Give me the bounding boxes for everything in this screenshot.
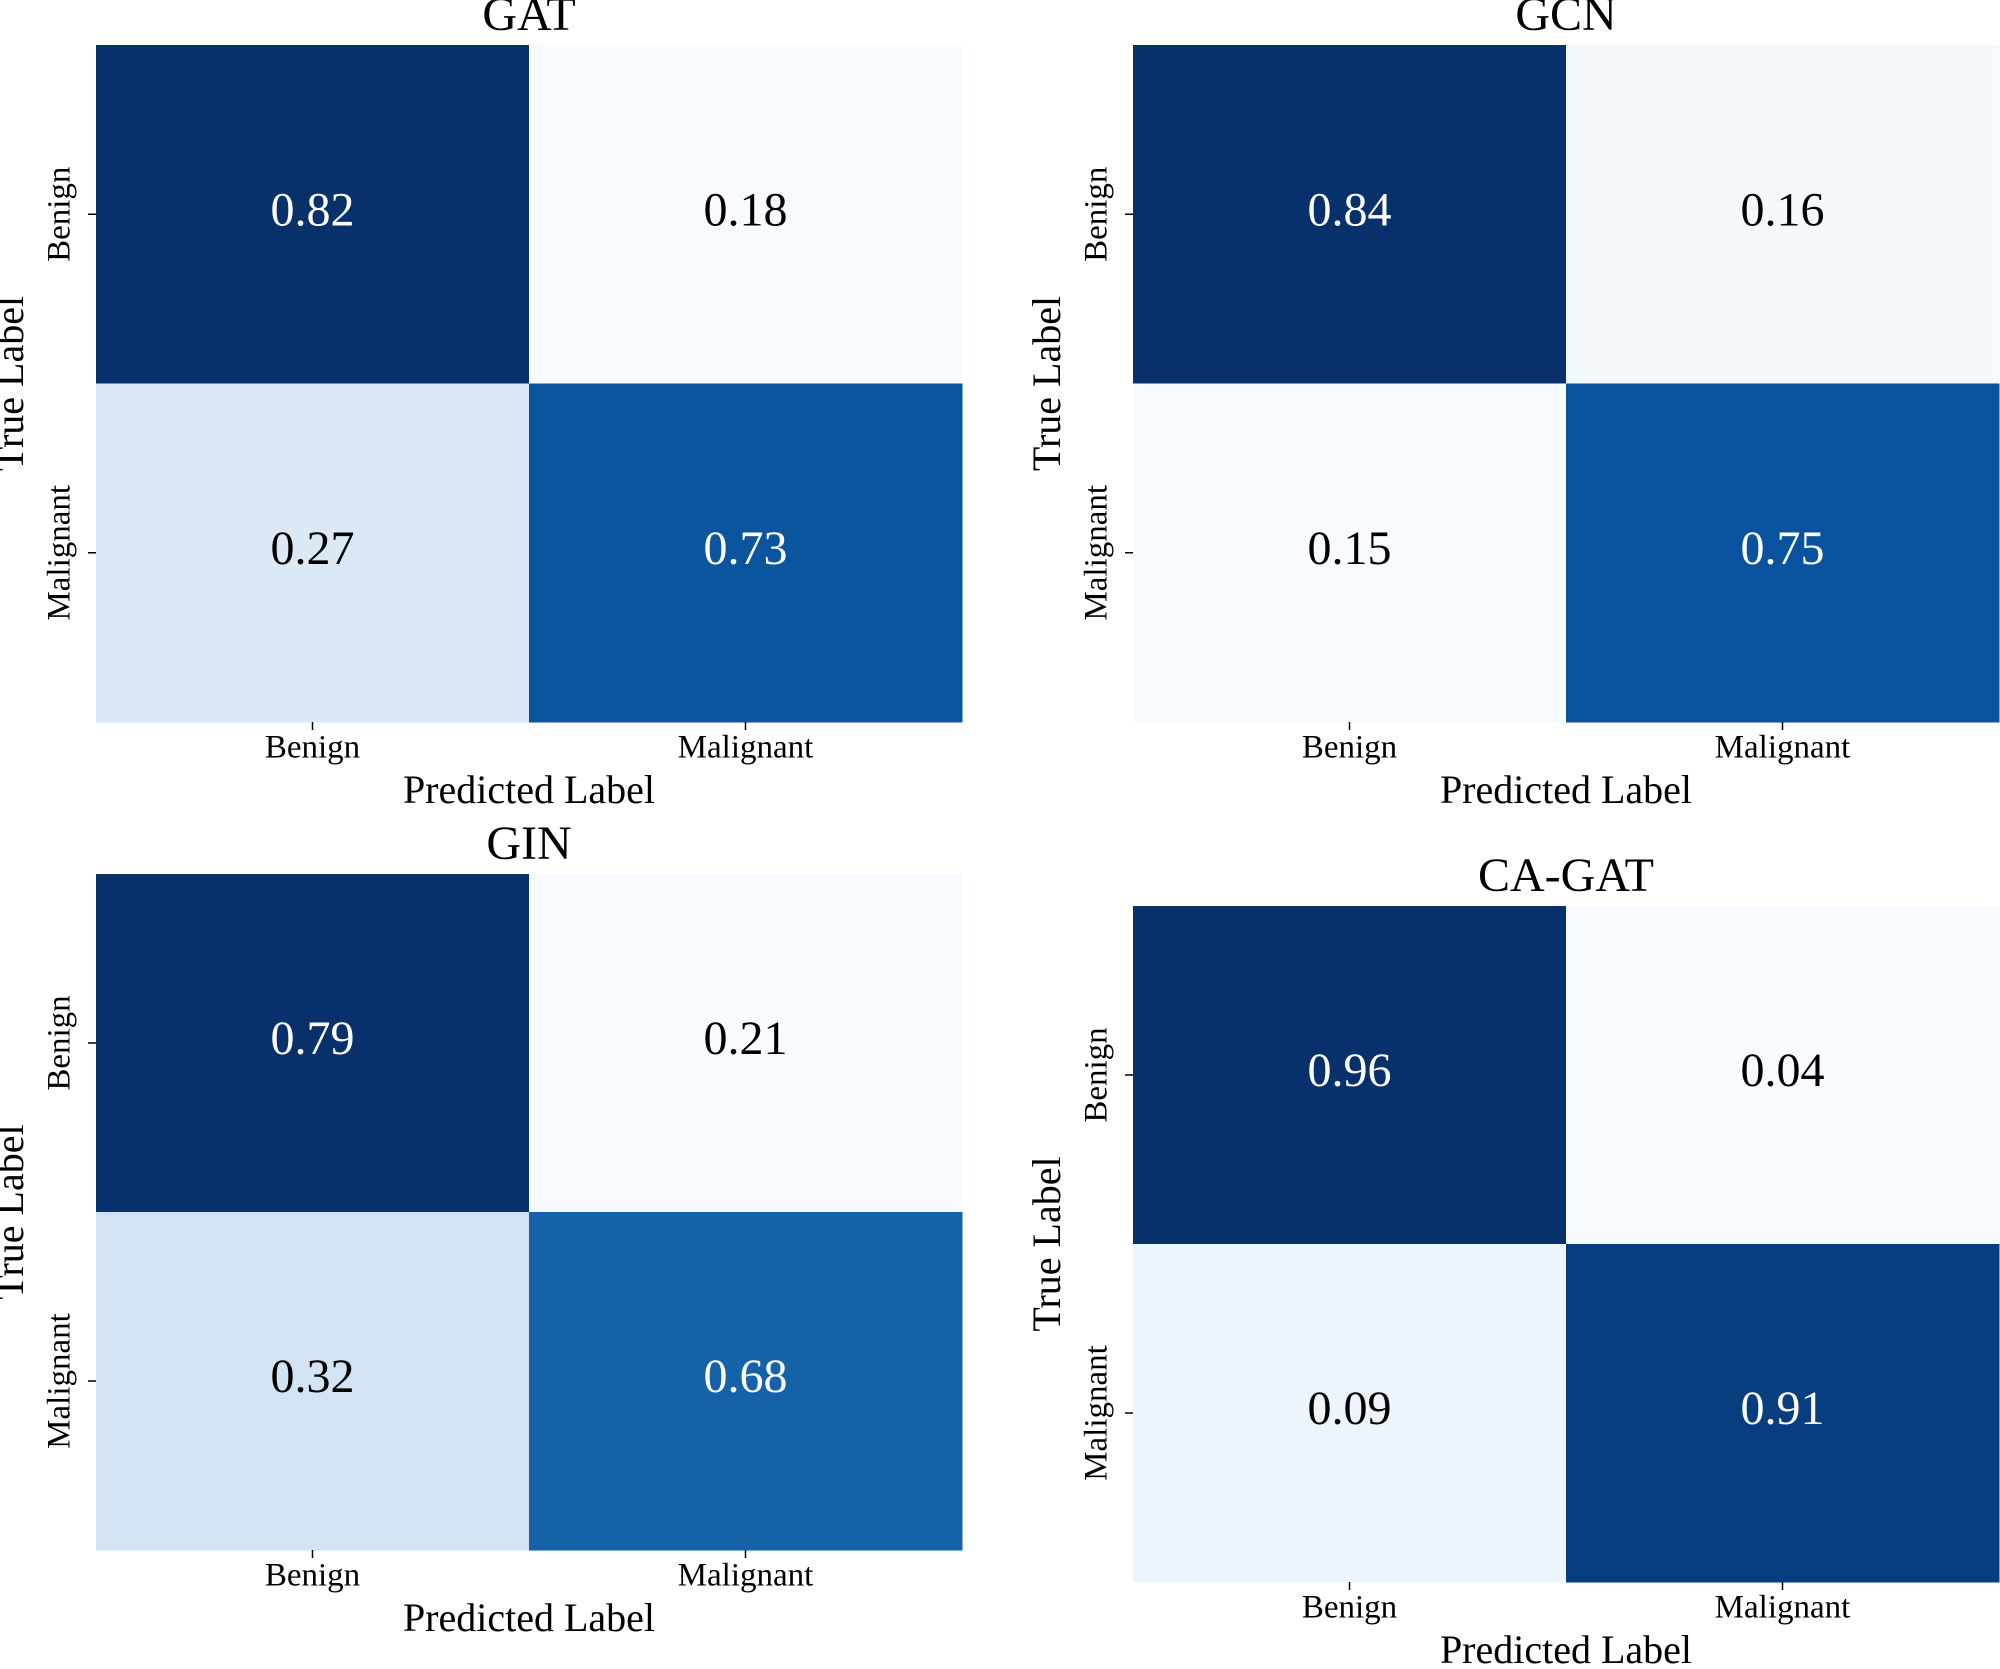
heatmap-cell	[1133, 906, 1567, 1245]
cell-label: 0.21	[704, 1012, 788, 1065]
x-tick-label: Benign	[1302, 1590, 1397, 1626]
y-tick-label: Malignant	[1079, 485, 1115, 621]
cell-label: 0.32	[271, 1350, 355, 1403]
x-axis-label: Predicted Label	[403, 1595, 655, 1640]
heatmap-cell	[529, 45, 963, 384]
heatmap-cell	[1566, 1244, 2000, 1583]
heatmap-cell	[1566, 906, 2000, 1245]
cell-label: 0.27	[271, 522, 355, 575]
y-tick-label: Malignant	[42, 1313, 78, 1449]
cell-label: 0.91	[1741, 1382, 1825, 1435]
heatmap-cell	[1133, 383, 1567, 723]
x-tick-label: Benign	[265, 730, 360, 766]
y-axis-label: True Label	[0, 1124, 32, 1299]
y-axis-label: True Label	[1024, 296, 1069, 471]
y-axis-label: True Label	[0, 296, 32, 471]
heatmap-cell	[1133, 45, 1567, 384]
cell-label: 0.82	[271, 183, 355, 236]
cell-label: 0.04	[1741, 1044, 1825, 1097]
x-tick-label: Malignant	[678, 1558, 814, 1594]
heatmap-cell	[96, 383, 530, 723]
chart-title: GCN	[1515, 0, 1616, 41]
y-axis-label: True Label	[1024, 1156, 1069, 1331]
y-tick-label: Benign	[1079, 167, 1115, 262]
cell-label: 0.79	[271, 1012, 355, 1065]
x-tick-label: Malignant	[1715, 1590, 1851, 1626]
cell-label: 0.09	[1308, 1382, 1392, 1435]
x-tick-label: Malignant	[1715, 730, 1851, 766]
cell-label: 0.68	[704, 1350, 788, 1403]
cell-label: 0.96	[1308, 1044, 1392, 1097]
x-axis-label: Predicted Label	[1440, 1627, 1692, 1669]
heatmap-cell	[529, 1212, 963, 1551]
heatmap-cell	[529, 383, 963, 723]
y-tick-label: Malignant	[42, 485, 78, 621]
x-tick-label: Benign	[1302, 730, 1397, 766]
cell-label: 0.15	[1308, 522, 1392, 575]
x-tick-label: Benign	[265, 1558, 360, 1594]
heatmap-cell	[529, 874, 963, 1213]
x-tick-label: Malignant	[678, 730, 814, 766]
cell-label: 0.75	[1741, 522, 1825, 575]
chart-title: GIN	[486, 817, 571, 870]
y-tick-label: Malignant	[1079, 1345, 1115, 1481]
y-tick-label: Benign	[42, 167, 78, 262]
cell-label: 0.84	[1308, 183, 1392, 236]
cell-label: 0.73	[704, 522, 788, 575]
heatmap-cell	[1133, 1244, 1567, 1583]
chart-title: GAT	[482, 0, 575, 41]
heatmap-cell	[96, 874, 530, 1213]
cell-label: 0.18	[704, 183, 788, 236]
x-axis-label: Predicted Label	[1440, 767, 1692, 812]
heatmap-cell	[96, 45, 530, 384]
cell-label: 0.16	[1741, 183, 1825, 236]
y-tick-label: Benign	[42, 995, 78, 1090]
heatmap-cell	[1566, 45, 2000, 384]
heatmap-cell	[96, 1212, 530, 1551]
chart-title: CA-GAT	[1478, 849, 1654, 902]
y-tick-label: Benign	[1079, 1027, 1115, 1122]
heatmap-cell	[1566, 383, 2000, 723]
x-axis-label: Predicted Label	[403, 767, 655, 812]
